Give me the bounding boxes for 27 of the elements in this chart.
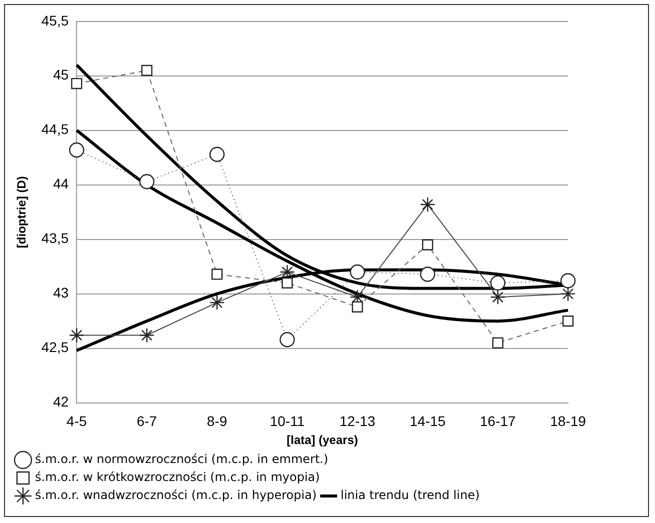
point	[209, 294, 225, 310]
y-tick-label: 44,5	[41, 121, 69, 138]
x-tick-label: 4-5	[66, 413, 87, 430]
x-tick-label: 18-19	[550, 413, 586, 430]
y-tick-label: 43	[53, 284, 69, 301]
x-tick-label: 16-17	[480, 413, 516, 430]
y-tick-label: 43,5	[41, 230, 69, 246]
x-tick-label: 6-7	[136, 413, 158, 430]
y-tick-label: 45,5	[41, 12, 69, 28]
x-axis-title: [lata] (years)	[286, 433, 358, 448]
y-tick-label: 42,5	[41, 339, 69, 356]
y-tick-label: 44	[53, 176, 69, 192]
y-axis-title: [dioptrie] (D)	[14, 176, 29, 248]
legend-label: ś.m.o.r. w krótkowzroczności (m.c.p. in myopia)	[35, 470, 320, 484]
x-tick-label: 8-9	[206, 413, 228, 430]
x-tick-label: 10-11	[270, 413, 305, 430]
y-tick-label: 42	[53, 394, 69, 410]
y-tick-label: 45	[53, 66, 69, 83]
legend-label: linia trendu (trend line)	[340, 488, 480, 502]
legend-label: ś.m.o.r. wnadwzroczności (m.c.p. in hyperopia)	[35, 488, 317, 502]
point	[560, 286, 576, 302]
legend-label: ś.m.o.r. w normowzroczności (m.c.p. in emmert.)	[35, 452, 328, 466]
point	[420, 196, 436, 212]
point	[139, 328, 154, 343]
x-tick-label: 12-13	[340, 413, 376, 430]
x-tick-label: 14-15	[410, 413, 446, 430]
point	[490, 290, 506, 305]
